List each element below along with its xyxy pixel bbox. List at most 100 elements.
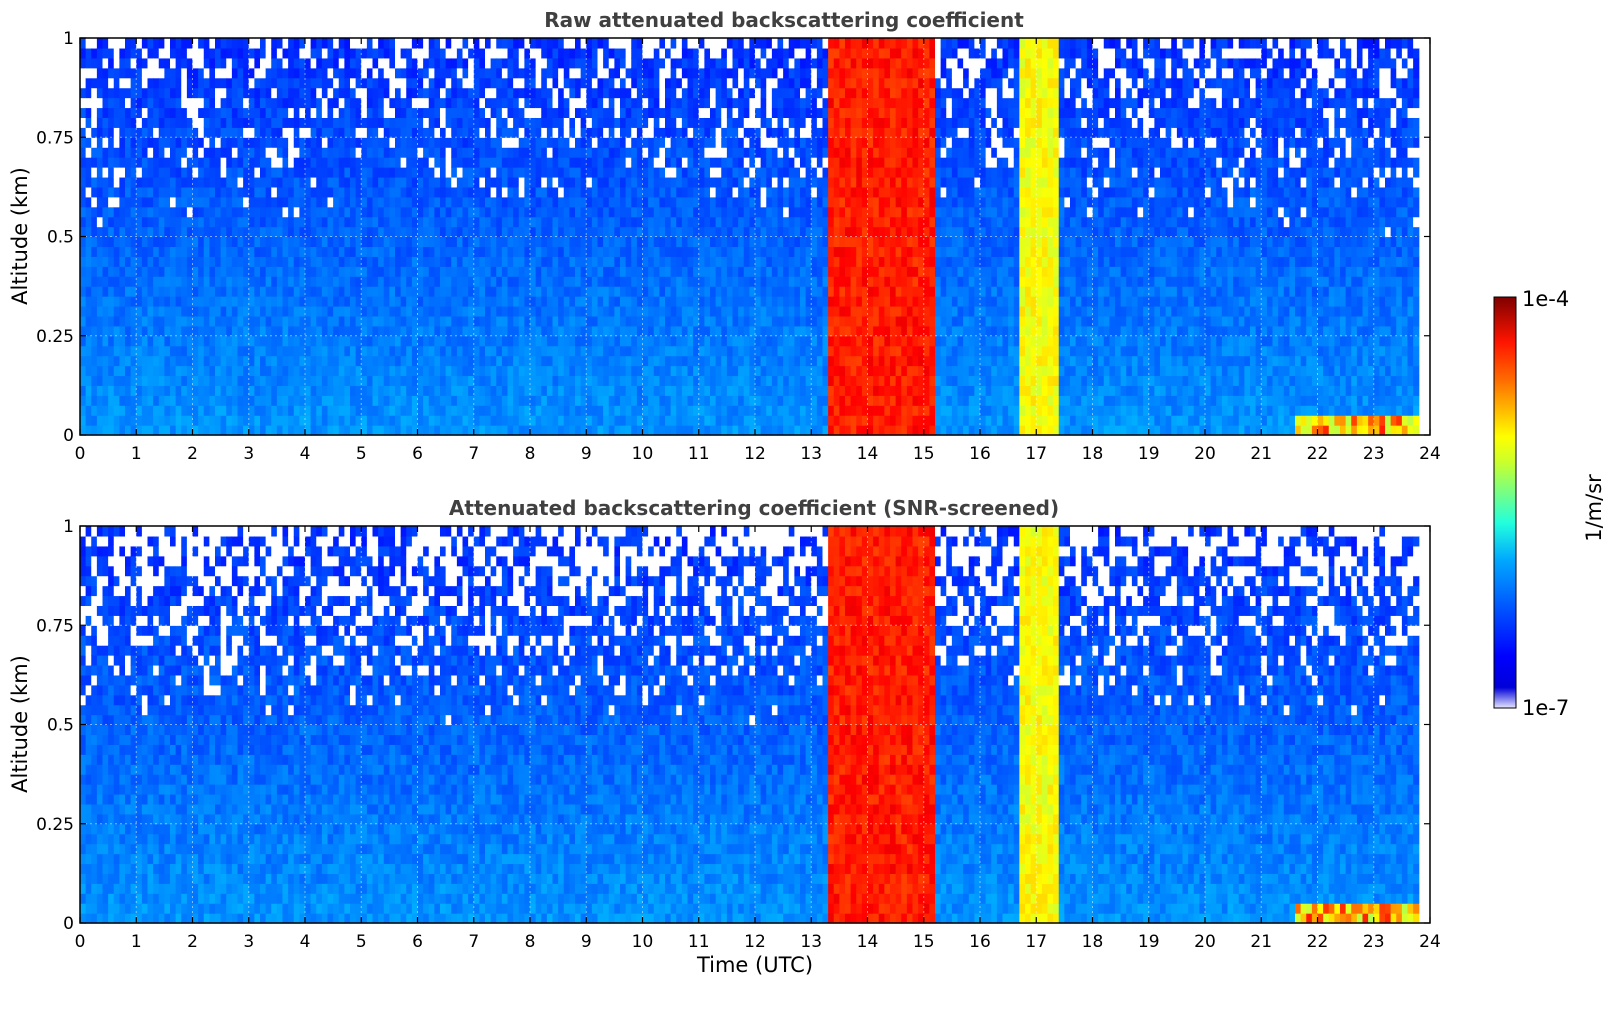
heatmap-cell (423, 77, 430, 89)
heatmap-cell (620, 186, 627, 198)
heatmap-cell (316, 365, 323, 377)
heatmap-cell (389, 117, 396, 128)
heatmap-cell (96, 415, 104, 426)
heatmap-cell (710, 345, 717, 357)
heatmap-cell (676, 167, 683, 178)
heatmap-cell (580, 425, 587, 436)
heatmap-cell (670, 365, 677, 377)
heatmap-cell (636, 425, 644, 436)
heatmap-cell (597, 107, 604, 118)
heatmap-cell (603, 117, 610, 128)
heatmap-cell (423, 355, 430, 367)
heatmap-cell (614, 375, 621, 386)
heatmap-cell (732, 57, 739, 69)
heatmap-cell (726, 167, 734, 178)
heatmap-cell (321, 97, 329, 109)
heatmap-cell (732, 77, 739, 89)
heatmap-cell (620, 335, 627, 347)
heatmap-cell (158, 266, 165, 277)
heatmap-cell (530, 315, 537, 327)
heatmap-cell (96, 286, 104, 297)
heatmap-cell (119, 196, 126, 208)
heatmap-cell (209, 375, 216, 386)
heatmap-cell (653, 315, 660, 327)
heatmap-cell (113, 137, 120, 148)
heatmap-cell (406, 167, 413, 178)
heatmap-cell (445, 315, 452, 327)
heatmap-cell (535, 137, 542, 148)
heatmap-cell (333, 305, 340, 317)
heatmap-cell (693, 405, 700, 416)
heatmap-cell (305, 87, 312, 99)
heatmap-cell (625, 157, 632, 168)
heatmap-cell (693, 385, 700, 396)
heatmap-cell (136, 385, 143, 396)
heatmap-cell (119, 355, 126, 367)
heatmap-cell (575, 425, 582, 436)
heatmap-cell (440, 246, 447, 257)
heatmap-cell (237, 395, 244, 406)
heatmap-cell (743, 147, 750, 158)
heatmap-cell (265, 97, 272, 109)
heatmap-cell (85, 117, 92, 128)
heatmap-cell (102, 216, 109, 228)
heatmap-cell (665, 395, 672, 406)
heatmap-cell (552, 77, 559, 89)
heatmap-cell (738, 196, 745, 208)
heatmap-cell (147, 236, 154, 248)
heatmap-cell (147, 335, 154, 347)
heatmap-cell (468, 67, 475, 79)
heatmap-cell (726, 176, 734, 188)
heatmap-cell (771, 226, 779, 238)
heatmap-cell (760, 117, 767, 128)
heatmap-cell (771, 276, 779, 287)
heatmap-cell (451, 67, 458, 79)
heatmap-cell (625, 67, 632, 79)
heatmap-cell (141, 176, 149, 188)
heatmap-cell (198, 405, 205, 416)
heatmap-cell (355, 87, 362, 99)
heatmap-cell (243, 117, 250, 128)
heatmap-cell (215, 107, 222, 118)
heatmap-cell (760, 276, 767, 287)
heatmap-cell (209, 335, 216, 347)
heatmap-cell (378, 375, 385, 386)
heatmap-cell (777, 176, 784, 188)
heatmap-cell (771, 286, 779, 297)
heatmap-cell (501, 157, 509, 168)
heatmap-cell (113, 266, 120, 277)
heatmap-cell (569, 315, 576, 327)
heatmap-cell (231, 47, 239, 59)
heatmap-cell (372, 87, 379, 99)
heatmap-cell (305, 236, 312, 248)
heatmap-cell (479, 107, 486, 118)
heatmap-cell (383, 196, 390, 208)
heatmap-cell (563, 47, 570, 59)
heatmap-cell (676, 38, 683, 49)
heatmap-cell (563, 325, 570, 337)
heatmap-cell (665, 325, 672, 337)
heatmap-cell (338, 147, 345, 158)
heatmap-cell (321, 47, 329, 59)
heatmap-cell (215, 137, 222, 148)
heatmap-cell (687, 127, 694, 138)
heatmap-cell (372, 127, 379, 138)
heatmap-cell (389, 226, 396, 238)
heatmap-cell (721, 425, 728, 436)
heatmap-cell (485, 246, 492, 257)
heatmap-cell (485, 97, 492, 109)
heatmap-cell (721, 385, 728, 396)
heatmap-cell (243, 395, 250, 406)
heatmap-cell (372, 67, 379, 79)
heatmap-cell (344, 176, 351, 188)
heatmap-cell (625, 296, 632, 307)
heatmap-cell (569, 117, 576, 128)
heatmap-cell (485, 355, 492, 367)
heatmap-cell (451, 57, 458, 69)
heatmap-cell (153, 97, 160, 109)
heatmap-cell (687, 395, 694, 406)
heatmap-cell (620, 305, 627, 317)
heatmap-cell (468, 97, 475, 109)
heatmap-cell (282, 127, 289, 138)
heatmap-cell (648, 345, 655, 357)
